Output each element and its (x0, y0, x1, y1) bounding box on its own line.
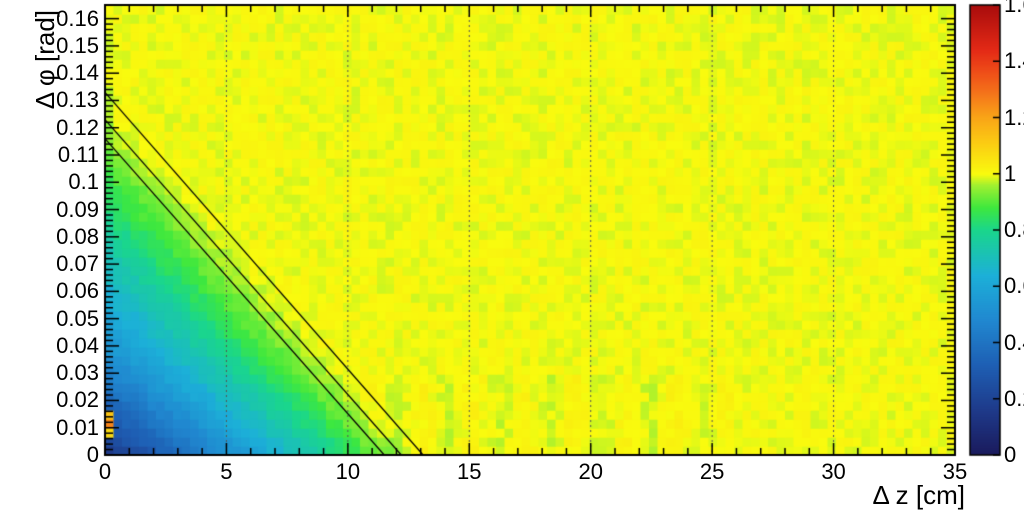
x-tick-label: 15 (449, 459, 489, 485)
heatmap-chart: 05101520253035Δ z [cm]00.010.020.030.040… (0, 0, 1024, 508)
z-tick-label: 0.6 (1004, 273, 1024, 299)
y-tick-label: 0.02 (39, 387, 99, 413)
x-axis-label: Δ z [cm] (815, 480, 965, 511)
x-tick-label: 10 (328, 459, 368, 485)
y-tick-label: 0.1 (39, 169, 99, 195)
x-tick-label: 25 (692, 459, 732, 485)
y-tick-label: 0.06 (39, 278, 99, 304)
z-tick-label: 1.2 (1004, 105, 1024, 131)
y-tick-label: 0.04 (39, 333, 99, 359)
x-tick-label: 20 (571, 459, 611, 485)
y-tick-label: 0.08 (39, 224, 99, 250)
z-tick-label: 0.4 (1004, 330, 1024, 356)
y-tick-label: 0.07 (39, 251, 99, 277)
z-tick-label: 0.2 (1004, 386, 1024, 412)
y-tick-label: 0.09 (39, 197, 99, 223)
y-tick-label: 0.03 (39, 360, 99, 386)
z-tick-label: 1 (1004, 161, 1024, 187)
z-tick-label: 0 (1004, 442, 1024, 468)
z-tick-label: 1.4 (1004, 48, 1024, 74)
z-tick-label: 1.6 (1004, 0, 1024, 18)
x-tick-label: 5 (206, 459, 246, 485)
heatmap-canvas (0, 0, 1024, 508)
y-axis-label: Δ φ [rad] (30, 10, 61, 150)
z-tick-label: 0.8 (1004, 217, 1024, 243)
y-tick-label: 0.01 (39, 415, 99, 441)
y-tick-label: 0 (39, 442, 99, 468)
y-tick-label: 0.05 (39, 306, 99, 332)
